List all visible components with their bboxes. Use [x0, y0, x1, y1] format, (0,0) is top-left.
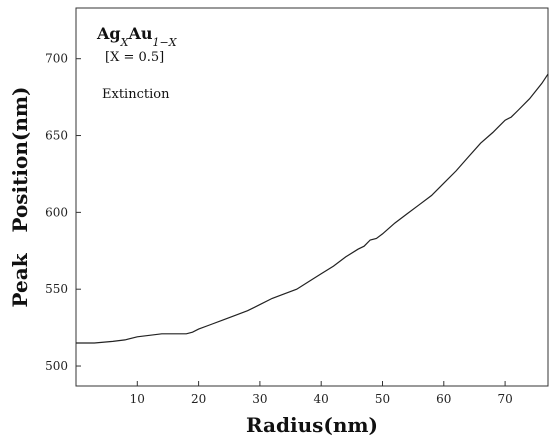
x-axis-title: Radius(nm) — [246, 413, 378, 437]
plot-frame — [75, 7, 549, 387]
x-tick-label: 30 — [252, 392, 267, 406]
mode-label: Extinction — [102, 87, 170, 102]
x-axis-ticks: 10 20 30 40 50 60 70 — [130, 381, 513, 406]
y-tick-label: 700 — [45, 52, 68, 66]
y-tick-label: 650 — [45, 129, 68, 143]
series-line — [76, 73, 549, 344]
x-tick-label: 70 — [497, 392, 512, 406]
x-tick-label: 40 — [314, 392, 329, 406]
y-tick-label: 600 — [45, 205, 68, 219]
y-tick-label: 550 — [45, 282, 68, 296]
x-tick-label: 20 — [191, 392, 206, 406]
composition-label: AgXAu1−X — [96, 24, 178, 49]
y-axis-title: Peak Position(nm) — [8, 87, 32, 308]
y-tick-label: 500 — [45, 359, 68, 373]
x-value-label: [X = 0.5] — [105, 50, 164, 65]
x-tick-label: 50 — [375, 392, 390, 406]
x-tick-label: 10 — [130, 392, 145, 406]
x-tick-label: 60 — [436, 392, 451, 406]
y-axis-ticks: 500 550 600 650 700 — [45, 52, 81, 373]
